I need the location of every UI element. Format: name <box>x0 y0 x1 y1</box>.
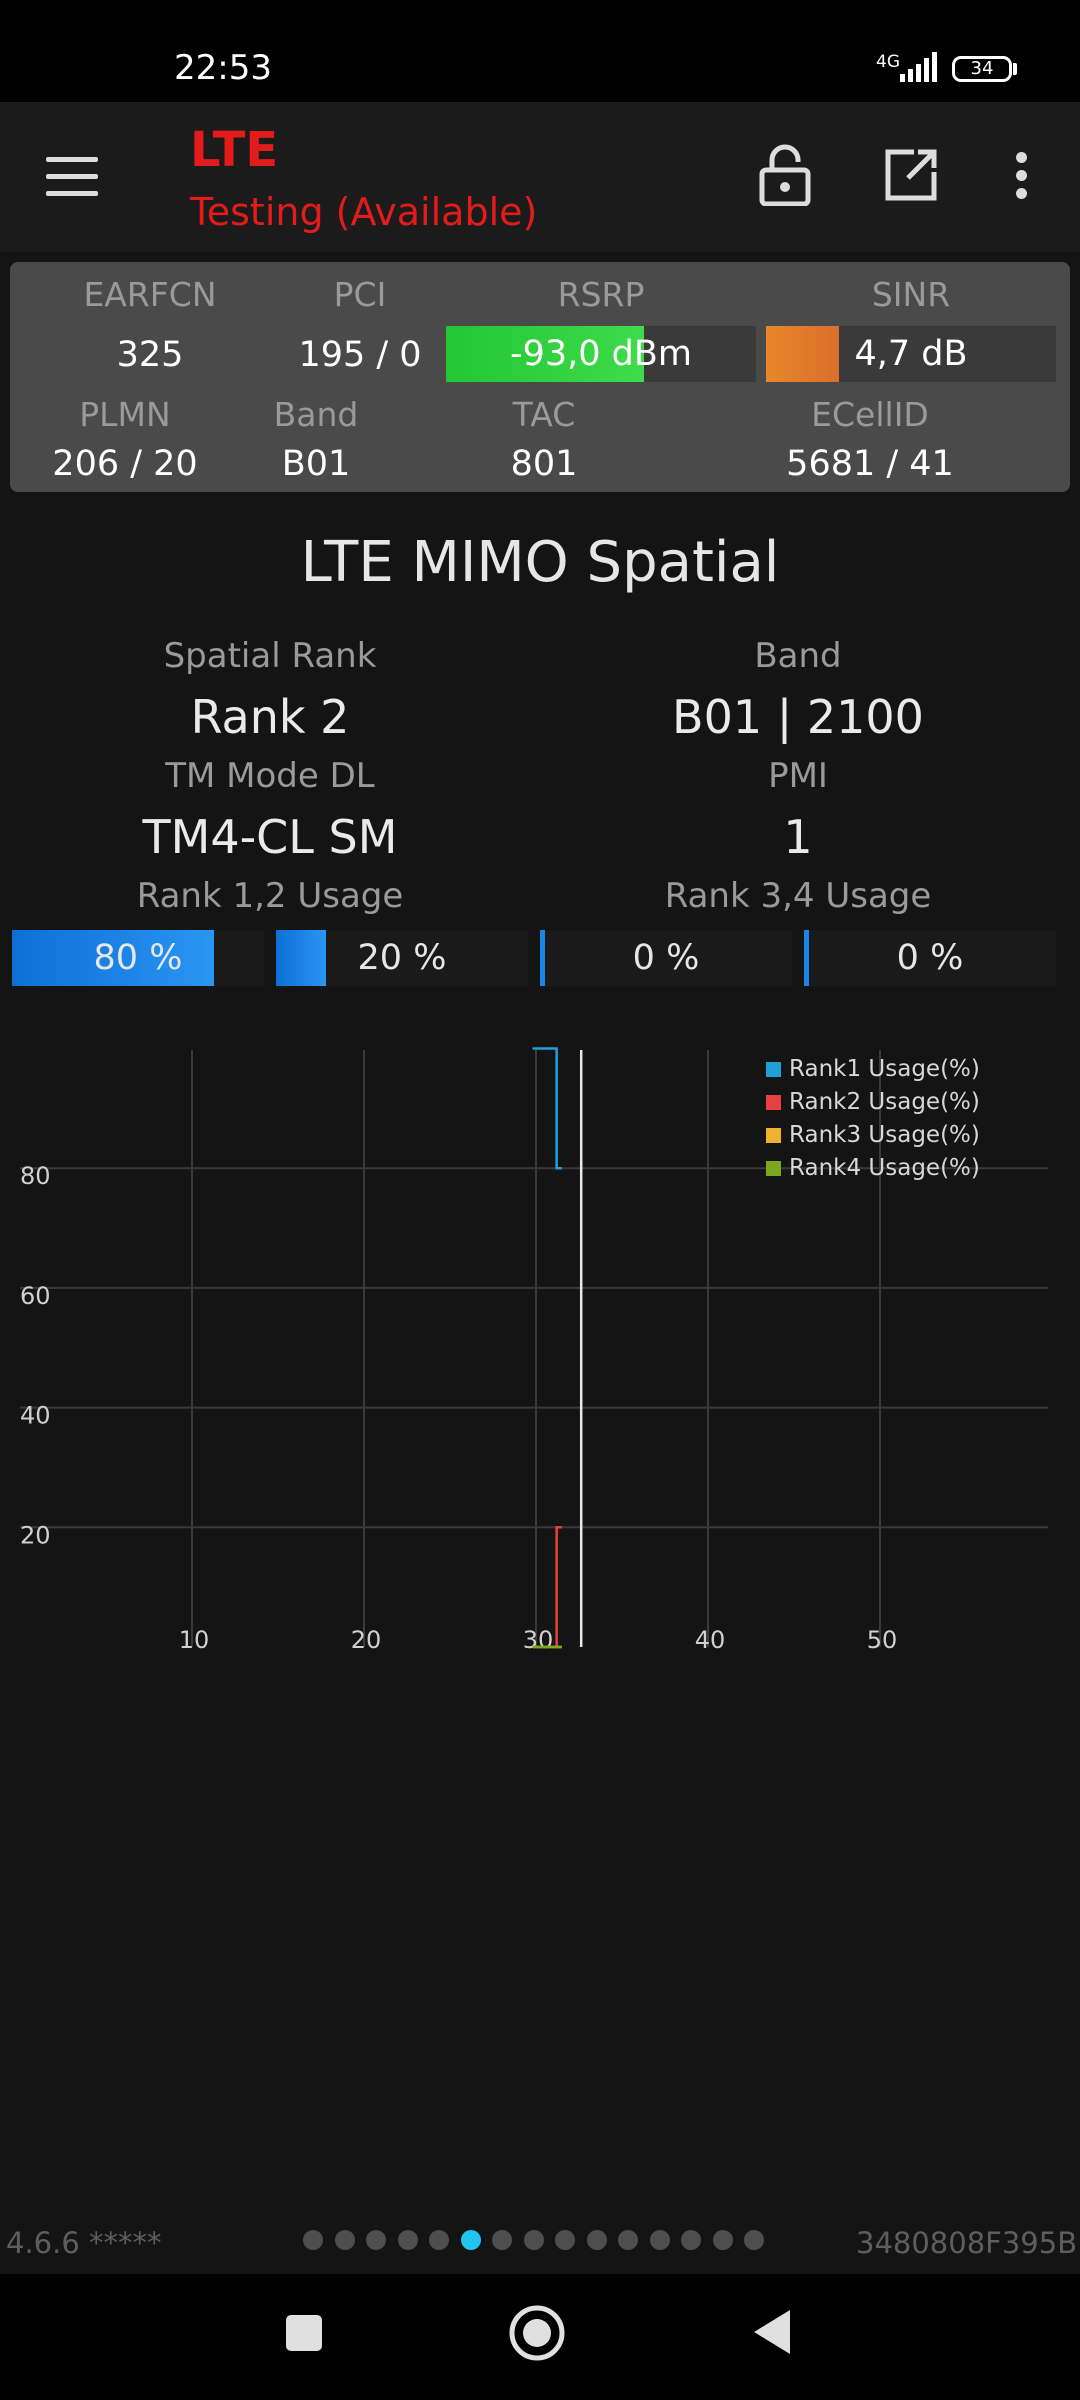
rank3-usage-fill <box>540 930 546 986</box>
hamburger-menu-icon[interactable] <box>46 157 98 197</box>
legend-entry: Rank2 Usage(%) <box>789 1089 980 1115</box>
rank2-usage-bar: 20 % <box>276 930 528 986</box>
pmi-value: 1 <box>783 810 813 864</box>
legend-entry: Rank3 Usage(%) <box>789 1122 980 1148</box>
pci-value: 195 / 0 <box>298 335 422 375</box>
app-title: LTE <box>190 122 279 178</box>
app-version: 4.6.6 ***** <box>6 2226 162 2260</box>
page-dot[interactable] <box>334 2230 355 2250</box>
rank4-usage-value: 0 % <box>896 938 964 978</box>
tm-mode-value: TM4-CL SM <box>142 810 398 864</box>
page-dot[interactable] <box>523 2230 544 2250</box>
pci-label: PCI <box>333 275 387 314</box>
more-vert-icon[interactable] <box>1016 152 1028 200</box>
back-button[interactable] <box>752 2308 792 2356</box>
home-button[interactable] <box>508 2304 566 2362</box>
x-tick-label: 50 <box>867 1626 898 1654</box>
series-line-1 <box>532 1047 562 1170</box>
earfcn-value: 325 <box>116 335 184 375</box>
rank34-usage-label: Rank 3,4 Usage <box>664 876 932 916</box>
rsrp-value: -93,0 dBm <box>509 334 692 374</box>
x-tick-label: 20 <box>351 1626 382 1654</box>
battery-tip <box>1013 63 1017 75</box>
app-subtitle: Testing (Available) <box>190 190 538 234</box>
band-value: B01 <box>281 444 351 484</box>
page-dot[interactable] <box>429 2230 449 2250</box>
sinr-label: SINR <box>871 275 951 314</box>
tac-value: 801 <box>510 444 578 484</box>
signal-strength-icon <box>900 52 937 82</box>
x-tick-label: 40 <box>695 1626 726 1654</box>
page-dot[interactable] <box>555 2230 575 2250</box>
tm-mode-label: TM Mode DL <box>165 756 375 796</box>
cell-hex-id: 3480808F395B <box>856 2226 1078 2260</box>
rank3-usage-value: 0 % <box>632 938 700 978</box>
mimo-band-label: Band <box>754 636 842 676</box>
status-bar <box>0 0 1080 102</box>
legend-entry: Rank1 Usage(%) <box>789 1056 980 1082</box>
legend-swatch <box>766 1062 781 1077</box>
rank3-usage-bar: 0 % <box>540 930 792 986</box>
legend-swatch <box>766 1161 781 1176</box>
page-dot[interactable] <box>366 2230 386 2250</box>
rank2-usage-fill <box>276 930 327 986</box>
navigation-bar <box>0 2274 1080 2400</box>
unlock-icon[interactable] <box>758 144 812 206</box>
app-bar <box>0 102 1080 252</box>
page-dot[interactable] <box>397 2230 418 2250</box>
rsrp-meter: -93,0 dBm <box>446 326 756 382</box>
earfcn-label: EARFCN <box>83 275 217 314</box>
battery-icon: 34 <box>952 56 1012 82</box>
rank12-usage-label: Rank 1,2 Usage <box>136 876 404 916</box>
page-dot[interactable] <box>681 2230 701 2250</box>
series-line-2 <box>555 1526 562 1647</box>
status-time: 22:53 <box>174 48 272 88</box>
rsrp-meter-fill <box>446 326 645 382</box>
pmi-label: PMI <box>768 756 828 796</box>
sinr-meter: 4,7 dB <box>766 326 1056 382</box>
section-title: LTE MIMO Spatial <box>300 530 780 595</box>
ecellid-value: 5681 / 41 <box>786 444 954 484</box>
sinr-meter-fill <box>766 326 839 382</box>
y-tick-label: 20 <box>20 1521 51 1549</box>
spatial-rank-label: Spatial Rank <box>163 636 377 676</box>
rank1-usage-value: 80 % <box>93 938 183 978</box>
mimo-band-value: B01 | 2100 <box>672 690 924 744</box>
legend-swatch <box>766 1095 781 1110</box>
x-tick-label: 10 <box>179 1626 210 1654</box>
network-type: 4G <box>876 52 900 72</box>
rank1-usage-fill <box>12 930 214 986</box>
rank1-usage-bar: 80 % <box>12 930 264 986</box>
page-dot[interactable] <box>586 2230 607 2250</box>
page-dot[interactable] <box>744 2230 764 2250</box>
legend-entry: Rank4 Usage(%) <box>789 1155 980 1181</box>
y-tick-label: 40 <box>20 1402 51 1430</box>
spatial-rank-value: Rank 2 <box>190 690 350 744</box>
plmn-label: PLMN <box>79 395 171 434</box>
page-dot[interactable] <box>460 2230 481 2250</box>
legend-swatch <box>766 1128 781 1143</box>
x-tick-label: 30 <box>523 1626 554 1654</box>
ecellid-label: ECellID <box>811 395 929 434</box>
sinr-value: 4,7 dB <box>854 334 968 374</box>
plmn-value: 206 / 20 <box>52 444 198 484</box>
rank-usage-chart[interactable]: 10 20 30 40 50 20 40 60 80 Rank1 Usage(%) Rank2 Us… <box>0 1030 1080 1670</box>
band-label: Band <box>273 395 359 434</box>
page-dot[interactable] <box>712 2230 733 2250</box>
y-tick-label: 60 <box>20 1282 51 1310</box>
rank4-usage-bar: 0 % <box>804 930 1056 986</box>
page-dot[interactable] <box>303 2230 323 2250</box>
rsrp-label: RSRP <box>557 275 645 314</box>
page-dot[interactable] <box>492 2230 512 2250</box>
recents-button[interactable] <box>286 2315 322 2351</box>
page-dot[interactable] <box>618 2230 638 2250</box>
rank2-usage-value: 20 % <box>357 938 447 978</box>
open-in-new-icon[interactable] <box>884 148 938 202</box>
y-tick-label: 80 <box>20 1162 51 1190</box>
page-dot[interactable] <box>649 2230 670 2250</box>
rank4-usage-fill <box>804 930 810 986</box>
tac-label: TAC <box>512 395 576 434</box>
